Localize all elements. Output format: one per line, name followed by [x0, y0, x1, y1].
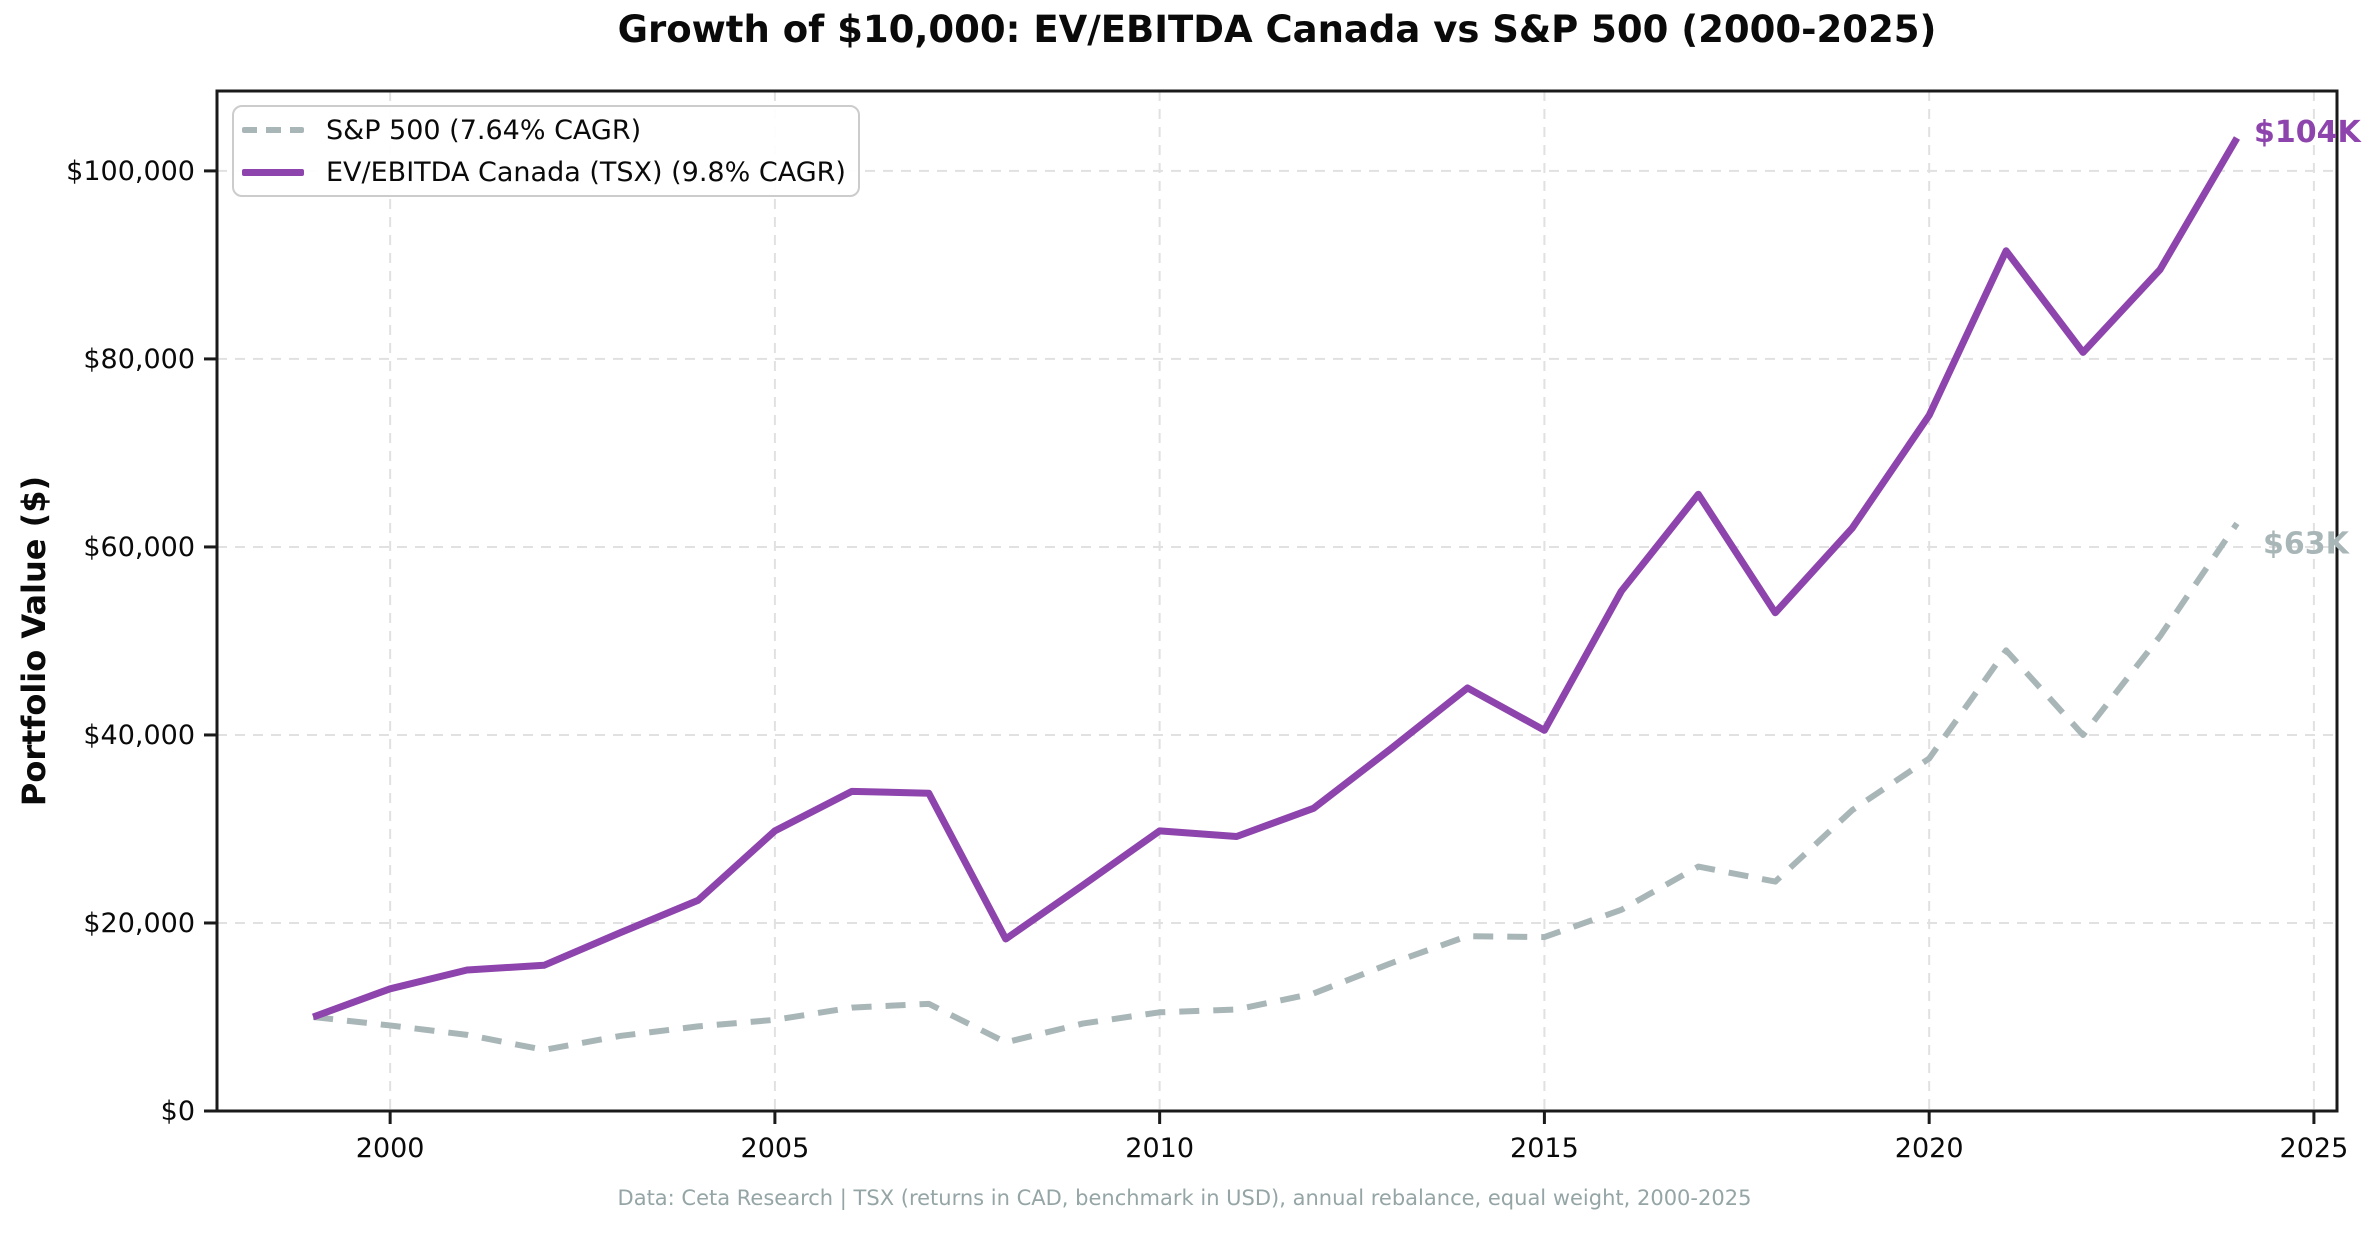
plot-border: [215, 89, 2339, 1113]
y-tick-label: $0: [161, 1096, 195, 1127]
series-line-sp500: [312, 521, 2240, 1053]
gridlines: [217, 91, 2337, 1111]
y-tick-label: $80,000: [83, 344, 195, 375]
x-tick-label: 2025: [2280, 1133, 2349, 1164]
x-tick-label: 2005: [741, 1133, 810, 1164]
x-tick-label: 2015: [1510, 1133, 1579, 1164]
legend-label-sp500: S&P 500 (7.64% CAGR): [326, 114, 642, 146]
y-tick-label: $40,000: [83, 720, 195, 751]
y-tick-label: $60,000: [83, 532, 195, 563]
canada-solid-line-swatch-icon: [242, 168, 304, 176]
x-tick-label: 2000: [356, 1133, 425, 1164]
x-tick-label: 2020: [1895, 1133, 1964, 1164]
sp500-dashed-line-swatch-icon: [242, 127, 304, 133]
data-source-note: Data: Ceta Research | TSX (returns in CA…: [617, 1186, 1752, 1210]
series-line-canada: [311, 136, 2240, 1021]
chart-title: Growth of $10,000: EV/EBITDA Canada vs S…: [617, 8, 1937, 51]
end-label-sp500: $63K: [2263, 526, 2351, 561]
axis-tick-labels: 2000 2005 2010 2015 2020 2025 $0 $20,000 $40,000…: [66, 156, 2348, 1164]
y-tick-label: $20,000: [83, 908, 195, 939]
x-tick-label: 2010: [1125, 1133, 1194, 1164]
y-tick-label: $100,000: [66, 156, 195, 187]
legend-item-sp500: S&P 500 (7.64% CAGR): [234, 109, 858, 151]
end-label-canada: $104K: [2254, 115, 2362, 150]
legend: S&P 500 (7.64% CAGR) EV/EBITDA Canada (T…: [232, 105, 860, 197]
legend-item-canada: EV/EBITDA Canada (TSX) (9.8% CAGR): [234, 151, 858, 193]
axis-ticks: [204, 169, 2316, 1124]
legend-label-canada: EV/EBITDA Canada (TSX) (9.8% CAGR): [326, 156, 846, 188]
